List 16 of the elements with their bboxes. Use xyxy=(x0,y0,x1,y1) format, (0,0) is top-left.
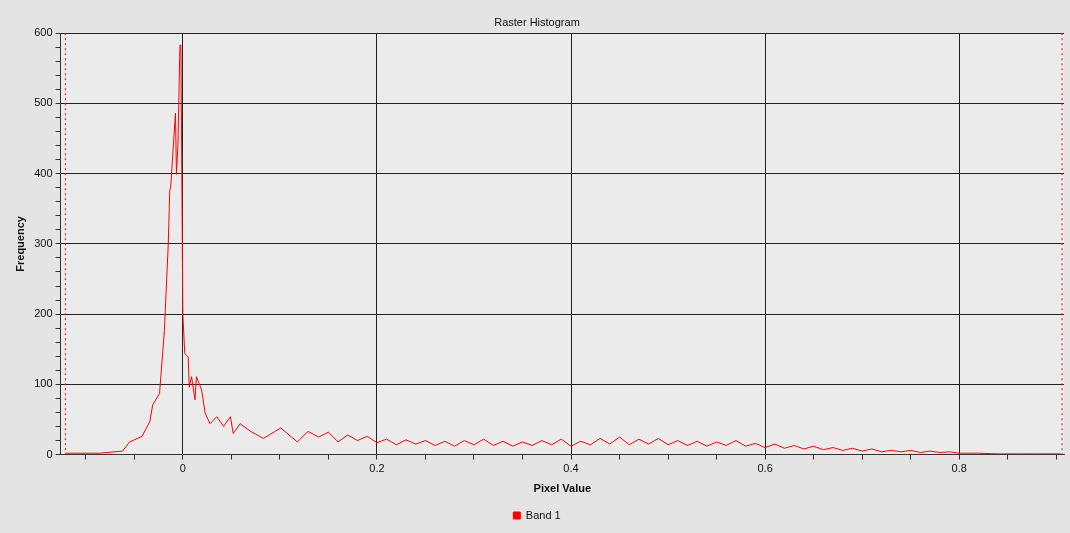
y-tick-label: 400 xyxy=(34,166,53,179)
chart-title: Raster Histogram xyxy=(494,15,580,28)
y-tick-label: 600 xyxy=(34,26,53,39)
y-axis-title: Frequency xyxy=(13,215,26,272)
x-axis-title: Pixel Value xyxy=(533,482,592,495)
x-tick-label: 0.8 xyxy=(951,462,967,475)
x-tick-label: 0.6 xyxy=(757,462,773,475)
x-tick-label: 0 xyxy=(179,462,186,475)
x-tick-label: 0.4 xyxy=(563,462,579,475)
y-tick-label: 100 xyxy=(34,377,53,390)
y-tick-label: 500 xyxy=(34,96,53,109)
legend-label: Band 1 xyxy=(525,508,561,521)
y-tick-label: 300 xyxy=(34,236,53,249)
y-tick-label: 0 xyxy=(46,447,53,460)
x-tick-label: 0.2 xyxy=(369,462,385,475)
y-tick-label: 200 xyxy=(34,307,53,320)
